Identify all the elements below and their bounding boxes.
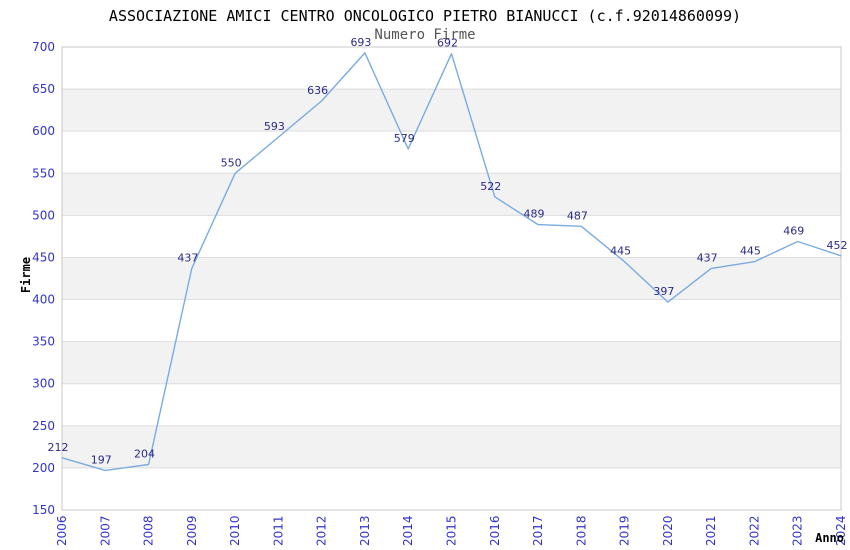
- y-tick-label: 250: [32, 419, 55, 433]
- y-tick-label: 650: [32, 82, 55, 96]
- data-label: 452: [827, 239, 848, 252]
- x-tick-label: 2013: [358, 515, 372, 546]
- data-label: 212: [48, 441, 69, 454]
- x-tick-label: 2012: [315, 515, 329, 546]
- data-label: 204: [134, 448, 155, 461]
- data-label: 445: [740, 245, 761, 258]
- data-line: [61, 52, 842, 472]
- x-tick-label: 2006: [55, 515, 69, 546]
- x-tick-label: 2021: [704, 515, 718, 546]
- x-axis-title: Anno: [815, 531, 844, 545]
- plot-band: [62, 341, 841, 384]
- data-label: 550: [221, 156, 242, 169]
- x-tick-label: 2018: [574, 515, 588, 546]
- data-label: 445: [610, 245, 631, 258]
- plot-band: [62, 89, 841, 132]
- x-tick-label: 2007: [98, 515, 112, 546]
- x-tick-label: 2016: [488, 515, 502, 546]
- data-label: 487: [567, 209, 588, 222]
- x-tick-label: 2008: [142, 515, 156, 546]
- y-tick-label: 500: [32, 208, 55, 222]
- data-label: 489: [524, 208, 545, 221]
- x-tick-label: 2019: [618, 515, 632, 546]
- y-tick-label: 400: [32, 293, 55, 307]
- plot-band: [62, 173, 841, 216]
- y-axis-title: Firme: [19, 256, 33, 294]
- data-label: 693: [350, 36, 371, 49]
- y-tick-label: 200: [32, 461, 55, 475]
- data-label: 469: [783, 224, 804, 237]
- data-label: 636: [307, 84, 328, 97]
- plot-border: [61, 46, 842, 511]
- data-label: 197: [91, 453, 112, 466]
- data-label: 692: [437, 37, 458, 50]
- data-label: 593: [264, 120, 285, 133]
- x-tick-label: 2014: [401, 515, 415, 546]
- y-tick-label: 600: [32, 124, 55, 138]
- y-tick-label: 700: [32, 40, 55, 54]
- x-tick-label: 2011: [271, 515, 285, 546]
- plot-band: [62, 257, 841, 300]
- x-tick-label: 2010: [228, 515, 242, 546]
- data-label: 397: [653, 285, 674, 298]
- y-tick-label: 150: [32, 503, 55, 517]
- x-tick-label: 2020: [661, 515, 675, 546]
- x-tick-label: 2023: [791, 515, 805, 546]
- x-tick-label: 2022: [747, 515, 761, 546]
- chart-title: ASSOCIAZIONE AMICI CENTRO ONCOLOGICO PIE…: [108, 7, 742, 25]
- y-tick-label: 350: [32, 335, 55, 349]
- data-label: 522: [480, 180, 501, 193]
- data-label: 437: [697, 251, 718, 264]
- y-tick-label: 300: [32, 377, 55, 391]
- x-tick-label: 2017: [531, 515, 545, 546]
- y-tick-label: 450: [32, 250, 55, 264]
- data-label: 579: [394, 132, 415, 145]
- chart-subtitle: Numero Firme: [374, 27, 476, 43]
- x-tick-label: 2015: [445, 515, 459, 546]
- x-tick-label: 2024: [834, 515, 848, 546]
- plot-band: [62, 425, 841, 468]
- y-tick-label: 550: [32, 166, 55, 180]
- data-label: 437: [177, 251, 198, 264]
- x-tick-label: 2009: [185, 515, 199, 546]
